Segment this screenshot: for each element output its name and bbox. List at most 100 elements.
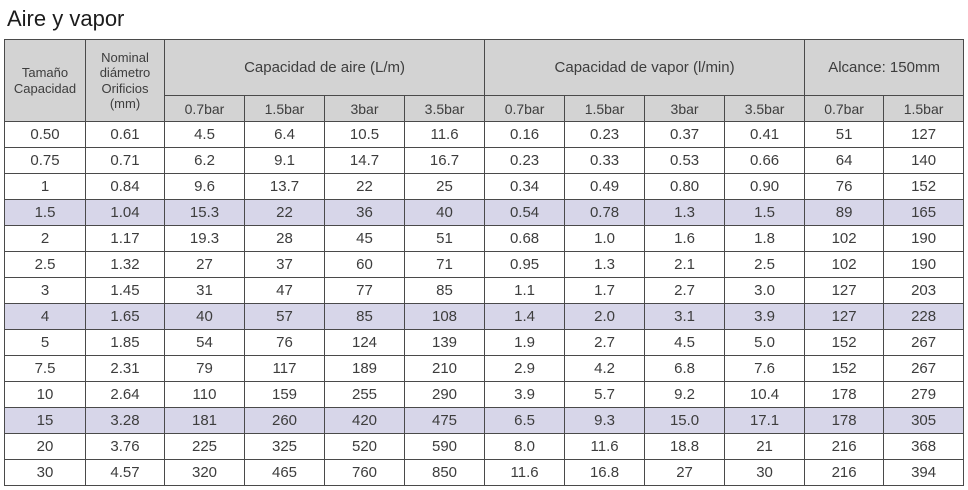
cell-vapor-1-5bar: 0.23: [564, 121, 646, 148]
cell-reach-0-7bar: 152: [804, 355, 885, 382]
cell-air-1-5bar: 465: [244, 459, 325, 486]
cell-vapor-3bar: 0.37: [644, 121, 726, 148]
cell-vapor-3-5bar: 0.66: [724, 147, 806, 174]
cell-size: 3: [4, 277, 86, 304]
cell-air-3bar: 760: [324, 459, 405, 486]
cell-air-3-5bar: 40: [403, 199, 486, 226]
cell-orifice: 0.71: [85, 147, 165, 174]
cell-vapor-0-7bar: 8.0: [484, 433, 566, 460]
cell-reach-0-7bar: 216: [804, 459, 885, 486]
cell-vapor-3bar: 18.8: [644, 433, 726, 460]
cell-air-1-5bar: 28: [244, 225, 325, 252]
cell-air-1-5bar: 57: [244, 303, 325, 330]
cell-size: 7.5: [4, 355, 86, 382]
cell-air-0-7bar: 15.3: [164, 199, 245, 226]
cell-vapor-1-5bar: 11.6: [564, 433, 646, 460]
cell-reach-1-5bar: 203: [883, 277, 965, 304]
cell-air-0-7bar: 40: [164, 303, 245, 330]
cell-vapor-0-7bar: 0.34: [484, 173, 566, 200]
cell-reach-1-5bar: 190: [883, 251, 965, 278]
air-vapor-capacity-table: Tamaño Capacidad Nominal diámetro Orific…: [4, 39, 965, 486]
cell-air-3bar: 420: [324, 407, 405, 434]
cell-reach-0-7bar: 152: [804, 329, 885, 356]
cell-size: 10: [4, 381, 86, 408]
cell-air-1-5bar: 6.4: [244, 121, 325, 148]
table-header: Tamaño Capacidad Nominal diámetro Orific…: [4, 39, 965, 122]
cell-vapor-3-5bar: 10.4: [724, 381, 806, 408]
cell-air-3-5bar: 71: [403, 251, 486, 278]
cell-reach-1-5bar: 165: [883, 199, 965, 226]
table-row: 5 1.85 54 76 124 139 1.9 2.7 4.5 5.0 152…: [4, 329, 965, 356]
cell-orifice: 2.64: [85, 381, 165, 408]
page-title: Aire y vapor: [7, 6, 125, 31]
cell-size: 2: [4, 225, 86, 252]
cell-air-3-5bar: 210: [403, 355, 486, 382]
cell-vapor-3-5bar: 5.0: [724, 329, 806, 356]
cell-air-1-5bar: 117: [244, 355, 325, 382]
cell-vapor-0-7bar: 1.4: [484, 303, 566, 330]
subcol-vapor-1-5bar: 1.5bar: [564, 95, 646, 122]
table-row: 4 1.65 40 57 85 108 1.4 2.0 3.1 3.9 127 …: [4, 303, 965, 330]
cell-vapor-3bar: 3.1: [644, 303, 726, 330]
table-row: 0.75 0.71 6.2 9.1 14.7 16.7 0.23 0.33 0.…: [4, 147, 965, 174]
cell-orifice: 1.04: [85, 199, 165, 226]
cell-vapor-0-7bar: 0.68: [484, 225, 566, 252]
cell-orifice: 1.17: [85, 225, 165, 252]
cell-air-3bar: 10.5: [324, 121, 405, 148]
cell-vapor-1-5bar: 0.49: [564, 173, 646, 200]
cell-orifice: 2.31: [85, 355, 165, 382]
cell-reach-1-5bar: 127: [883, 121, 965, 148]
cell-vapor-3-5bar: 3.0: [724, 277, 806, 304]
cell-air-3-5bar: 108: [403, 303, 486, 330]
cell-reach-0-7bar: 89: [804, 199, 885, 226]
cell-air-3-5bar: 51: [403, 225, 486, 252]
cell-air-3-5bar: 590: [403, 433, 486, 460]
cell-vapor-1-5bar: 2.7: [564, 329, 646, 356]
cell-vapor-1-5bar: 1.3: [564, 251, 646, 278]
cell-air-0-7bar: 4.5: [164, 121, 245, 148]
cell-air-3-5bar: 850: [403, 459, 486, 486]
cell-air-3-5bar: 85: [403, 277, 486, 304]
subheader-row: 0.7bar 1.5bar 3bar 3.5bar 0.7bar 1.5bar …: [5, 95, 965, 122]
cell-vapor-0-7bar: 1.1: [484, 277, 566, 304]
cell-vapor-3-5bar: 1.8: [724, 225, 806, 252]
cell-air-3bar: 36: [324, 199, 405, 226]
cell-vapor-3bar: 2.1: [644, 251, 726, 278]
cell-vapor-0-7bar: 3.9: [484, 381, 566, 408]
subcol-vapor-0-7bar: 0.7bar: [484, 95, 566, 122]
cell-vapor-1-5bar: 5.7: [564, 381, 646, 408]
cell-air-3-5bar: 290: [403, 381, 486, 408]
cell-size: 20: [4, 433, 86, 460]
cell-air-3bar: 124: [324, 329, 405, 356]
table-row: 15 3.28 181 260 420 475 6.5 9.3 15.0 17.…: [4, 407, 965, 434]
cell-air-0-7bar: 79: [164, 355, 245, 382]
table-body: 0.50 0.61 4.5 6.4 10.5 11.6 0.16 0.23 0.…: [4, 121, 965, 486]
subcol-air-3-5bar: 3.5bar: [403, 95, 486, 122]
cell-air-0-7bar: 110: [164, 381, 245, 408]
cell-air-3bar: 520: [324, 433, 405, 460]
table-row: 7.5 2.31 79 117 189 210 2.9 4.2 6.8 7.6 …: [4, 355, 965, 382]
cell-vapor-3-5bar: 0.41: [724, 121, 806, 148]
cell-vapor-3bar: 1.6: [644, 225, 726, 252]
cell-vapor-3-5bar: 17.1: [724, 407, 806, 434]
cell-vapor-3bar: 4.5: [644, 329, 726, 356]
cell-air-3bar: 45: [324, 225, 405, 252]
cell-size: 1: [4, 173, 86, 200]
cell-vapor-1-5bar: 9.3: [564, 407, 646, 434]
cell-reach-1-5bar: 267: [883, 355, 965, 382]
table-row: 20 3.76 225 325 520 590 8.0 11.6 18.8 21…: [4, 433, 965, 460]
subcol-air-3bar: 3bar: [324, 95, 405, 122]
cell-air-1-5bar: 260: [244, 407, 325, 434]
cell-reach-0-7bar: 127: [804, 277, 885, 304]
cell-vapor-0-7bar: 6.5: [484, 407, 566, 434]
cell-reach-0-7bar: 216: [804, 433, 885, 460]
cell-air-3-5bar: 25: [403, 173, 486, 200]
cell-vapor-3bar: 1.3: [644, 199, 726, 226]
cell-reach-0-7bar: 102: [804, 225, 885, 252]
subcol-vapor-3-5bar: 3.5bar: [724, 95, 806, 122]
cell-size: 2.5: [4, 251, 86, 278]
cell-orifice: 3.76: [85, 433, 165, 460]
subcol-air-1-5bar: 1.5bar: [244, 95, 325, 122]
cell-air-0-7bar: 9.6: [164, 173, 245, 200]
cell-air-0-7bar: 225: [164, 433, 245, 460]
